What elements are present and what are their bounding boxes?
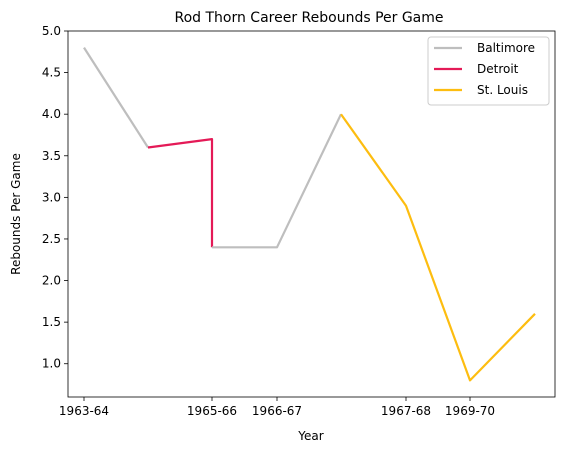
x-tick-label: 1967-68	[381, 404, 431, 418]
y-tick-label: 2.5	[42, 232, 61, 246]
x-tick-label: 1965-66	[187, 404, 237, 418]
x-axis-label: Year	[297, 429, 323, 443]
legend-items: Baltimore Detroit St. Louis	[434, 41, 535, 97]
y-tick-label: 1.5	[42, 315, 61, 329]
series-layer	[83, 47, 536, 382]
y-tick-label: 4.0	[42, 107, 61, 121]
x-tick-label: 1963-64	[59, 404, 109, 418]
y-axis-label: Rebounds Per Game	[9, 153, 23, 275]
y-tick-label: 5.0	[42, 24, 61, 38]
x-axis-ticks: 1963-64 1965-66 1966-67 1967-68 1969-70	[59, 397, 495, 418]
series-line-baltimore-2	[212, 113, 342, 249]
y-axis-ticks: 1.0 1.5 2.0 2.5 3.0 3.5 4.0 4.5 5.0	[42, 24, 68, 371]
chart-title: Rod Thorn Career Rebounds Per Game	[174, 10, 443, 26]
y-tick-label: 4.5	[42, 66, 61, 80]
x-tick-label: 1966-67	[252, 404, 302, 418]
y-tick-label: 3.0	[42, 190, 61, 204]
legend-box	[427, 36, 550, 106]
series-line-detroit-1	[147, 138, 214, 248]
y-tick-label: 1.0	[42, 357, 61, 371]
legend-label-detroit: Detroit	[477, 62, 519, 76]
series-line-st-louis-3	[340, 113, 536, 382]
series-line-baltimore-0	[83, 47, 149, 149]
plot-frame	[67, 30, 556, 398]
legend-label-st-louis: St. Louis	[477, 83, 528, 97]
x-tick-label: 1969-70	[445, 404, 495, 418]
legend: Baltimore Detroit St. Louis	[427, 36, 550, 106]
y-tick-label: 3.5	[42, 149, 61, 163]
legend-label-baltimore: Baltimore	[477, 41, 535, 55]
y-tick-label: 2.0	[42, 274, 61, 288]
